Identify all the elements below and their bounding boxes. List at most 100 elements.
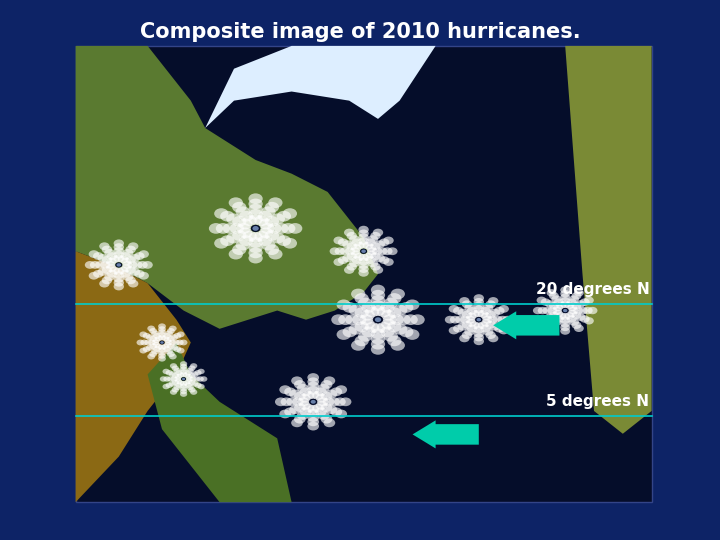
Circle shape <box>158 332 166 338</box>
Circle shape <box>170 389 177 395</box>
Circle shape <box>181 377 186 381</box>
Circle shape <box>481 319 492 327</box>
Circle shape <box>182 378 185 380</box>
Circle shape <box>474 309 484 317</box>
Circle shape <box>183 373 190 378</box>
Circle shape <box>377 322 391 333</box>
Circle shape <box>188 380 196 386</box>
Circle shape <box>248 247 263 258</box>
Circle shape <box>370 242 381 250</box>
Circle shape <box>336 329 351 340</box>
FancyBboxPatch shape <box>76 46 652 502</box>
Circle shape <box>159 341 165 345</box>
Circle shape <box>474 294 484 302</box>
Circle shape <box>547 307 557 314</box>
Circle shape <box>481 313 492 320</box>
Circle shape <box>490 323 500 330</box>
Circle shape <box>338 314 353 325</box>
Circle shape <box>487 316 498 323</box>
Circle shape <box>291 418 303 427</box>
Circle shape <box>361 249 366 253</box>
Circle shape <box>345 314 359 325</box>
Circle shape <box>351 239 362 246</box>
Circle shape <box>148 354 155 360</box>
Circle shape <box>570 295 579 303</box>
Circle shape <box>360 248 367 254</box>
Circle shape <box>485 300 496 308</box>
Circle shape <box>387 335 402 346</box>
Circle shape <box>343 302 357 313</box>
Circle shape <box>177 332 184 338</box>
Circle shape <box>333 237 344 244</box>
Circle shape <box>281 397 292 406</box>
Circle shape <box>167 351 175 357</box>
Circle shape <box>171 366 179 371</box>
Circle shape <box>232 244 246 255</box>
Circle shape <box>384 331 398 342</box>
Circle shape <box>503 316 513 323</box>
Circle shape <box>469 310 480 318</box>
Circle shape <box>556 312 566 320</box>
Circle shape <box>161 344 169 349</box>
Circle shape <box>166 370 173 375</box>
Circle shape <box>114 243 124 251</box>
Circle shape <box>289 406 301 414</box>
Circle shape <box>354 307 369 318</box>
Circle shape <box>127 261 138 269</box>
Circle shape <box>180 386 187 391</box>
Circle shape <box>351 244 361 252</box>
Circle shape <box>180 340 187 346</box>
Circle shape <box>494 307 505 315</box>
Circle shape <box>180 383 187 389</box>
Circle shape <box>536 317 546 325</box>
Text: Composite image of 2010 hurricanes.: Composite image of 2010 hurricanes. <box>140 22 580 43</box>
Circle shape <box>359 269 369 276</box>
Circle shape <box>572 302 581 309</box>
Circle shape <box>377 247 387 255</box>
Circle shape <box>140 332 147 338</box>
Circle shape <box>248 253 263 264</box>
Circle shape <box>475 317 482 322</box>
Circle shape <box>107 252 117 260</box>
Circle shape <box>325 406 337 414</box>
Circle shape <box>209 223 223 234</box>
Circle shape <box>138 272 149 280</box>
Circle shape <box>177 380 184 386</box>
Circle shape <box>482 316 492 323</box>
Circle shape <box>359 254 369 261</box>
Circle shape <box>359 265 369 273</box>
Circle shape <box>318 384 330 393</box>
Circle shape <box>248 214 263 225</box>
Circle shape <box>485 321 496 329</box>
Circle shape <box>580 299 590 306</box>
Circle shape <box>334 397 346 406</box>
Circle shape <box>114 247 124 255</box>
Circle shape <box>121 258 132 266</box>
Circle shape <box>368 260 378 267</box>
Circle shape <box>143 333 150 339</box>
Circle shape <box>115 262 122 267</box>
Circle shape <box>239 235 253 246</box>
Circle shape <box>105 261 115 269</box>
Circle shape <box>359 258 369 265</box>
Circle shape <box>359 237 369 245</box>
Circle shape <box>370 253 381 260</box>
Circle shape <box>474 334 484 341</box>
Circle shape <box>370 232 381 240</box>
Circle shape <box>261 223 274 234</box>
Circle shape <box>174 333 181 339</box>
Circle shape <box>552 319 561 326</box>
Circle shape <box>180 389 187 394</box>
Circle shape <box>574 325 584 332</box>
Circle shape <box>371 344 385 355</box>
Circle shape <box>167 336 175 342</box>
Circle shape <box>153 346 161 352</box>
Circle shape <box>365 256 376 264</box>
Circle shape <box>359 226 369 233</box>
Circle shape <box>310 399 317 405</box>
Circle shape <box>569 307 578 314</box>
Circle shape <box>450 316 460 323</box>
Circle shape <box>120 270 131 278</box>
Circle shape <box>365 322 379 333</box>
Circle shape <box>567 304 577 311</box>
